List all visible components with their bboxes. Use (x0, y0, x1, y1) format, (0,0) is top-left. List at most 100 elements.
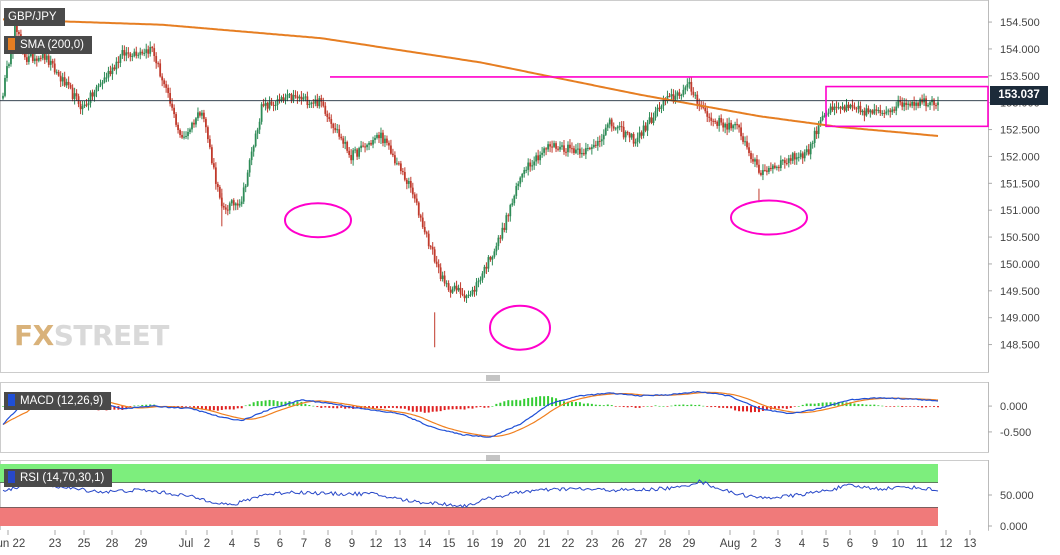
rsi-tag[interactable]: RSI (14,70,30,1) (4, 469, 113, 487)
candle-body (16, 24, 18, 32)
macd-histogram-bar (451, 406, 454, 410)
macd-histogram-bar (901, 406, 904, 408)
macd-histogram-bar (698, 404, 701, 407)
candle-body (183, 136, 185, 138)
candle-body (330, 119, 333, 124)
macd-histogram-bar (523, 398, 526, 407)
candle-body (501, 227, 504, 239)
candle-body (133, 51, 136, 56)
candle-body (817, 125, 820, 135)
macd-histogram-bar (260, 401, 263, 407)
candle-body (234, 203, 237, 206)
candle-body (199, 112, 201, 116)
macd-histogram-bar (777, 406, 780, 409)
macd-histogram-bar (443, 406, 446, 411)
candle-body (316, 99, 319, 107)
date-tick-label: Jun 22 (0, 538, 25, 550)
macd-histogram-bar (372, 406, 375, 409)
candle-body (803, 152, 806, 159)
macd-histogram-bar (634, 406, 637, 408)
candle-body (45, 55, 48, 60)
candle-body (575, 149, 577, 153)
candle-body (598, 140, 601, 142)
candle-body (8, 64, 10, 67)
candle-body (791, 153, 794, 161)
candle-body (602, 134, 605, 140)
candle-body (232, 200, 235, 206)
candle-body (403, 172, 406, 180)
date-tick-label: 22 (562, 538, 575, 550)
candle-body (779, 160, 782, 169)
macd-histogram-bar (387, 406, 390, 408)
macd-histogram-bar (881, 405, 884, 407)
macd-tag[interactable]: MACD (12,26,9) (4, 392, 112, 410)
candle-body (692, 91, 695, 95)
macd-histogram-bar (463, 406, 466, 410)
candle-body (569, 144, 571, 149)
macd-histogram-bar (141, 404, 144, 407)
candle-body (620, 126, 623, 128)
macd-histogram-bar (933, 406, 936, 407)
candle-body (752, 159, 754, 162)
macd-histogram-bar (228, 406, 231, 410)
macd-histogram-bar (742, 406, 745, 412)
candle-body (738, 125, 740, 128)
candle-body (324, 105, 327, 114)
logo-prefix: FX (14, 319, 54, 352)
last-price-badge: 153.037 (990, 86, 1048, 105)
candle-body (113, 67, 116, 70)
candle-body (656, 107, 659, 112)
candle-body (93, 91, 96, 97)
macd-histogram-bar (590, 403, 593, 407)
macd-histogram-bar (670, 405, 673, 407)
candle-body (827, 112, 830, 114)
macd-histogram-bar (913, 406, 916, 407)
candle-body (89, 92, 92, 104)
date-tick-label: 29 (135, 538, 148, 550)
candle-body (612, 126, 615, 129)
price-tick-label: 154.500 (1000, 17, 1040, 29)
macd-histogram-bar (873, 404, 876, 407)
instrument-tag[interactable]: GBP/JPY (4, 8, 65, 26)
candle-body (49, 60, 52, 65)
candle-body (284, 98, 287, 100)
sma-tag[interactable]: SMA (200,0) (4, 36, 92, 54)
macd-histogram-bar (714, 406, 717, 408)
candle-body (610, 119, 613, 127)
candle-body (809, 143, 812, 155)
candle-body (127, 52, 130, 54)
date-tick-label: 10 (892, 538, 905, 550)
candle-body (754, 159, 756, 162)
candle-body (497, 237, 500, 247)
candle-body (905, 102, 908, 105)
macd-histogram-bar (586, 403, 589, 407)
candle-body (208, 139, 211, 148)
macd-histogram-bar (531, 397, 534, 407)
date-tick-label: 14 (419, 538, 432, 550)
candle-body (33, 58, 36, 62)
macd-histogram-bar (399, 406, 402, 409)
candle-body (294, 95, 297, 97)
macd-histogram-bar (340, 406, 343, 408)
macd-histogram-bar (662, 406, 665, 407)
candle-body (6, 66, 8, 78)
candle-body (340, 136, 343, 139)
candle-body (67, 81, 70, 85)
candle-body (41, 50, 44, 59)
date-tick-label: 15 (443, 538, 456, 550)
candle-body (264, 102, 267, 106)
macd-histogram-bar (543, 396, 546, 407)
candle-body (813, 130, 816, 143)
candle-body (143, 52, 146, 54)
macd-histogram-bar (149, 404, 152, 407)
candle-body (338, 129, 341, 137)
candle-body (507, 215, 510, 217)
candle-body (640, 132, 643, 136)
candle-body (841, 106, 844, 109)
date-tick-label: 9 (872, 538, 878, 550)
candle-body (165, 84, 168, 88)
candle-body (871, 110, 874, 114)
candle-body (105, 77, 108, 79)
macd-histogram-bar (722, 406, 725, 408)
candle-body (244, 185, 247, 188)
